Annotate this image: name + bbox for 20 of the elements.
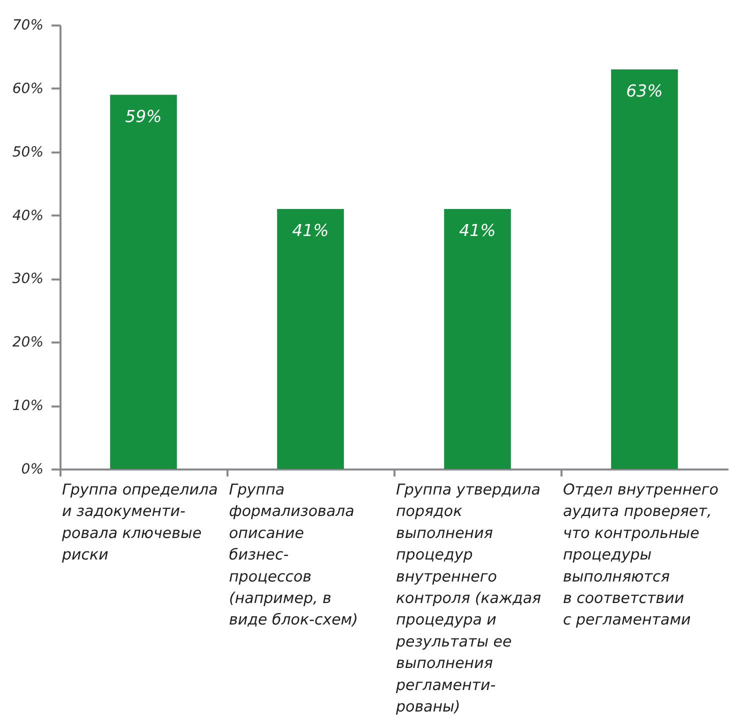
x-tick-label: Группа формализовала описание бизнес- процессов (например, в виде блок-схем)	[229, 480, 358, 629]
data-label: 63%	[626, 81, 663, 100]
data-label: 41%	[292, 220, 329, 240]
y-tick-label: 70%	[12, 18, 44, 34]
x-tick-label: Отдел внутреннего аудита проверяет, что контрольные процедуры выполняются в соответствии с регламентами	[563, 480, 718, 629]
y-tick-label: 10%	[12, 398, 44, 414]
bar	[277, 208, 344, 469]
data-label: 59%	[125, 106, 162, 126]
y-tick-label: 30%	[12, 271, 44, 288]
bar	[110, 94, 177, 469]
bar	[444, 208, 511, 469]
y-tick-label: 40%	[12, 208, 44, 224]
y-tick-label: 50%	[12, 144, 44, 160]
bar	[611, 69, 678, 469]
category-label: Группа утвердила порядок выполнения процедур внутреннего контроля (каждая процедура и результаты ее выполнения регламенти- рованы)	[396, 480, 542, 716]
y-tick-label: 0%	[21, 462, 44, 478]
x-tick-label: Группа определила и задокументи- ровала ключевые риски	[61, 480, 218, 564]
y-tick-label: 20%	[12, 334, 44, 351]
y-tick-label: 60%	[12, 80, 44, 97]
data-label: 41%	[459, 220, 496, 240]
